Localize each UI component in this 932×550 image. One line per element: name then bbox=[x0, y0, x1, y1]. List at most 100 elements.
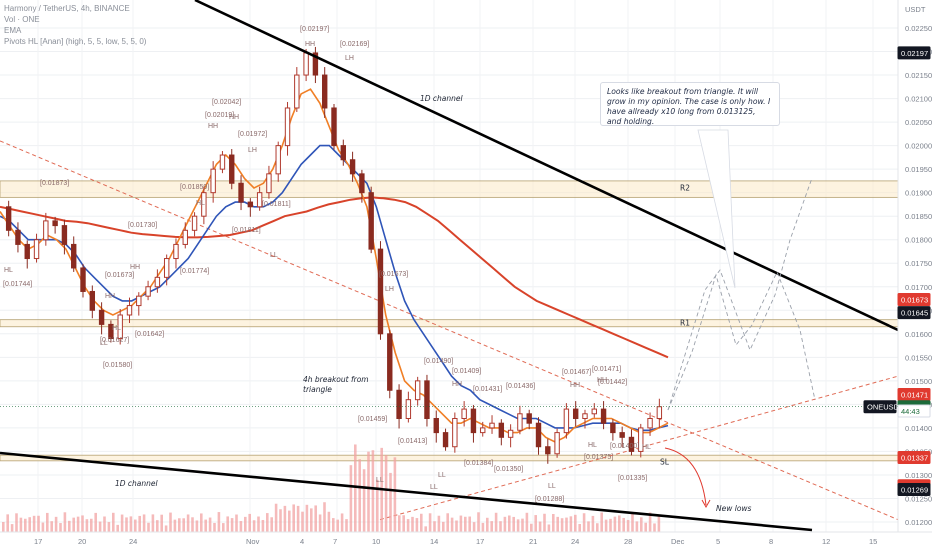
volume-bar bbox=[494, 512, 498, 532]
volume-bar bbox=[530, 523, 533, 532]
price-tag-001645 bbox=[897, 306, 931, 320]
volume-bar bbox=[442, 521, 445, 532]
volume-indicator-label[interactable]: Vol · ONE bbox=[4, 15, 40, 24]
pivot-label: [0.01384] bbox=[464, 460, 493, 467]
candle-body bbox=[452, 417, 458, 448]
volume-bar bbox=[547, 524, 551, 532]
new-lows-arrowhead bbox=[701, 499, 711, 509]
candle-body bbox=[526, 413, 532, 424]
pivot-label: HL bbox=[196, 200, 205, 207]
volume-bar bbox=[556, 516, 559, 532]
y-tick-label: 0.01800 bbox=[905, 236, 932, 245]
volume-bar bbox=[459, 515, 463, 532]
candle-body bbox=[489, 422, 495, 429]
volume-bar bbox=[283, 505, 287, 532]
x-tick-label: 12 bbox=[822, 537, 830, 546]
volume-bar bbox=[420, 513, 423, 532]
volume-bar bbox=[534, 515, 537, 532]
channel-upper-label: 1D channel bbox=[420, 94, 464, 103]
pivot-label: [0.01744] bbox=[3, 281, 32, 288]
y-tick-label: 0.01600 bbox=[905, 330, 932, 339]
volume-bar bbox=[477, 512, 480, 532]
candle-body bbox=[5, 206, 12, 231]
candle-body bbox=[163, 258, 170, 278]
pivot-label: [0.01673] bbox=[105, 272, 134, 279]
volume-bar bbox=[398, 515, 401, 532]
pivot-label: LL bbox=[438, 472, 446, 479]
volume-bar bbox=[200, 513, 203, 532]
volume-bar bbox=[112, 512, 115, 532]
candle-body bbox=[33, 239, 40, 260]
volume-bar bbox=[591, 515, 595, 532]
pivot-label: HH bbox=[208, 123, 218, 130]
candle-body bbox=[377, 248, 384, 335]
volume-bar bbox=[125, 517, 128, 532]
volume-bar bbox=[50, 521, 53, 532]
volume-bar bbox=[252, 520, 256, 532]
volume-bar bbox=[266, 513, 269, 532]
pivots-indicator-label[interactable]: Pivots HL [Anan] (high, 5, 5, low, 5, 5,… bbox=[4, 37, 147, 46]
volume-bar bbox=[393, 457, 397, 532]
candle-body bbox=[89, 290, 96, 311]
candle-body bbox=[591, 408, 597, 415]
pivot-label: [0.02169] bbox=[340, 41, 369, 48]
x-tick-label: 5 bbox=[716, 537, 720, 546]
volume-bar bbox=[424, 526, 427, 532]
candle-body bbox=[442, 432, 449, 448]
volume-bar bbox=[318, 514, 322, 532]
price-tag-text: ONEUSDT bbox=[867, 403, 904, 412]
candle-body bbox=[61, 225, 68, 245]
ema-indicator-label[interactable]: EMA bbox=[4, 26, 22, 35]
volume-bar bbox=[24, 518, 27, 532]
volume-bar bbox=[235, 514, 238, 532]
candle-body bbox=[43, 220, 49, 241]
pivot-label: HH bbox=[105, 293, 115, 300]
volume-bar bbox=[618, 515, 621, 532]
candle-body bbox=[647, 417, 653, 429]
x-tick-label: 10 bbox=[372, 537, 380, 546]
y-tick-label: 0.01400 bbox=[905, 424, 932, 433]
volume-bar bbox=[261, 519, 265, 532]
volume-bar bbox=[596, 523, 599, 532]
candle-body bbox=[414, 380, 421, 401]
candle-body bbox=[554, 432, 560, 455]
candle-body bbox=[433, 417, 439, 434]
volume-bar bbox=[600, 512, 603, 532]
candle-body bbox=[154, 276, 161, 288]
pivot-label: [0.01811] bbox=[262, 201, 291, 208]
candle-body bbox=[322, 74, 328, 109]
volume-bar bbox=[543, 513, 546, 532]
candle-body bbox=[182, 229, 188, 245]
volume-bar bbox=[626, 519, 630, 532]
volume-bar bbox=[288, 510, 291, 532]
y-tick-label: 0.01250 bbox=[905, 494, 932, 503]
y-tick-label: 0.02000 bbox=[905, 142, 932, 151]
note-callout-pointer bbox=[697, 129, 736, 289]
volume-bar bbox=[156, 520, 159, 532]
channel-lower-line bbox=[0, 451, 813, 532]
candle-body bbox=[15, 229, 21, 245]
volume-bar bbox=[499, 521, 502, 532]
price-tag-002197 bbox=[897, 46, 931, 60]
projection-path-1 bbox=[667, 270, 816, 411]
candle-body bbox=[572, 408, 579, 419]
price-tag-text: 0.01269 bbox=[901, 486, 928, 495]
volume-bar bbox=[384, 455, 388, 532]
pivot-label: LL bbox=[430, 484, 438, 491]
x-tick-label: 17 bbox=[34, 537, 42, 546]
volume-bar bbox=[81, 515, 84, 532]
pivot-label: [0.01972] bbox=[238, 131, 267, 138]
volume-bar bbox=[164, 525, 168, 532]
candle-body bbox=[656, 406, 663, 419]
candle-body bbox=[368, 192, 374, 250]
x-tick-label: 7 bbox=[333, 537, 337, 546]
volume-bar bbox=[490, 521, 493, 532]
pivot-label: [0.01642] bbox=[135, 331, 164, 338]
y-tick-label: 0.02050 bbox=[905, 118, 932, 127]
candle-body bbox=[331, 107, 337, 147]
x-tick-label: 20 bbox=[78, 537, 86, 546]
volume-bar bbox=[296, 505, 300, 532]
candle-body bbox=[396, 389, 402, 419]
candle-body bbox=[582, 413, 588, 419]
